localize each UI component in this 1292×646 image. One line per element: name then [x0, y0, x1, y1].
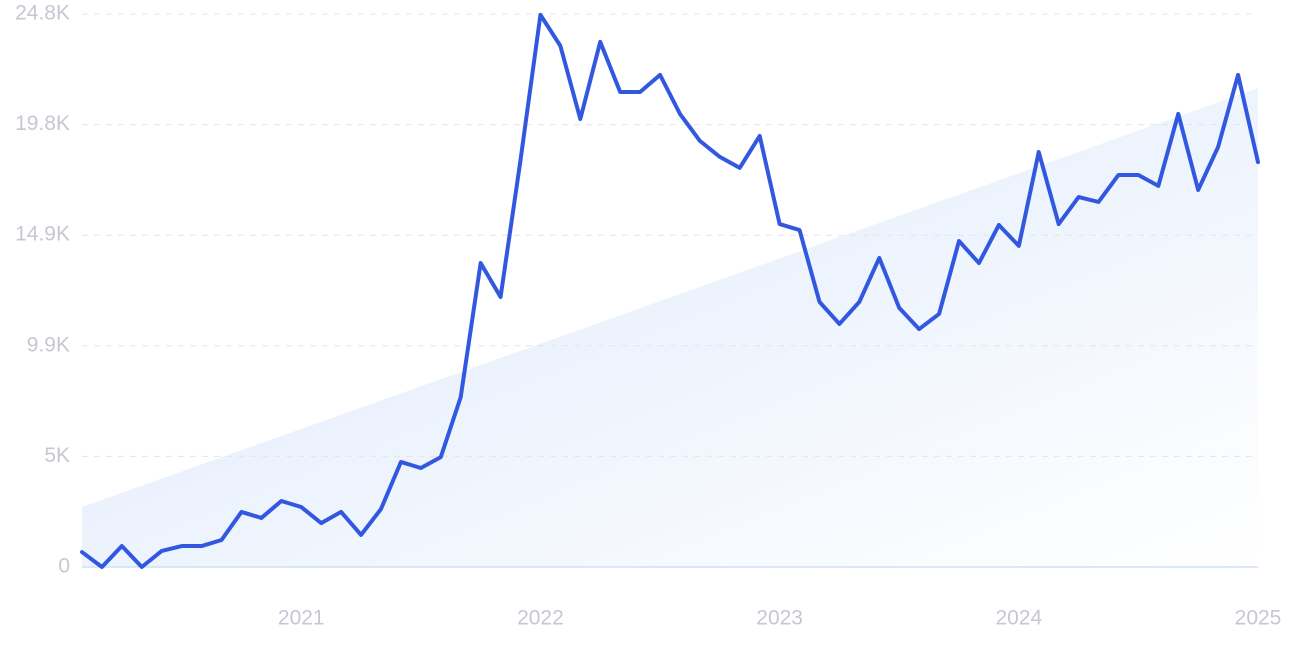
- trend-area: [82, 88, 1258, 568]
- y-tick-label: 0: [58, 555, 70, 578]
- x-tick-label: 2023: [756, 607, 803, 630]
- y-tick-label: 14.9K: [15, 223, 70, 246]
- trend-line: [80, 12, 1260, 569]
- x-tick-label: 2021: [278, 607, 325, 630]
- x-tick-label: 2024: [995, 607, 1042, 630]
- x-tick-label: 2025: [1235, 607, 1282, 630]
- y-tick-label: 24.8K: [15, 2, 70, 25]
- y-tick-label: 9.9K: [27, 333, 70, 356]
- x-tick-label: 2022: [517, 607, 564, 630]
- y-tick-label: 19.8K: [15, 112, 70, 135]
- y-tick-label: 5K: [44, 444, 70, 467]
